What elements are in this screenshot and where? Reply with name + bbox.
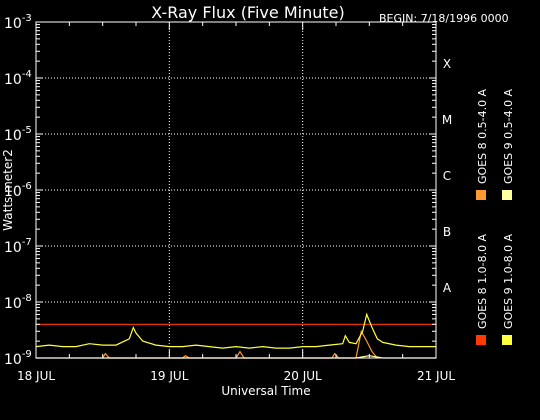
legend-label: GOES 8 0.5-4.0 A [476, 88, 489, 184]
x-tick-label: 18 JUL [17, 369, 55, 383]
y-tick-label: 10-6 [4, 181, 32, 200]
flare-class-label: B [443, 225, 451, 239]
x-tick-label: 19 JUL [150, 369, 188, 383]
x-axis-label: Universal Time [221, 384, 310, 398]
flare-class-label: C [443, 169, 451, 183]
legend-label: GOES 8 1.0-8.0 A [476, 233, 489, 329]
y-tick-label: 10-4 [4, 69, 32, 88]
flare-class-label: A [443, 281, 452, 295]
legend-swatch [502, 335, 512, 345]
legend-label: GOES 9 1.0-8.0 A [502, 233, 515, 329]
legend-swatch [476, 335, 486, 345]
series-line [35, 312, 436, 349]
y-tick-labels: 10-3 10-4 10-5 10-6 10-7 10-8 10-9 [4, 13, 32, 368]
y-axis-label: Watts meter2 [1, 149, 15, 231]
chart-title: X-Ray Flux (Five Minute) [151, 3, 344, 22]
flare-class-label: X [443, 57, 451, 71]
flare-class-labels: X M C B A [442, 57, 452, 295]
y-tick-label: 10-5 [4, 125, 32, 144]
grid-lines [36, 22, 436, 358]
legend-swatch [502, 190, 512, 200]
y-tick-label: 10-7 [4, 237, 32, 256]
legend-label: GOES 9 0.5-4.0 A [502, 88, 515, 184]
legend: GOES 8 1.0-8.0 A GOES 8 0.5-4.0 A GOES 9 1… [476, 88, 515, 345]
y-tick-label: 10-9 [4, 349, 32, 368]
y-tick-label: 10-8 [4, 293, 32, 312]
x-tick-labels: 18 JUL 19 JUL 20 JUL 21 JUL [17, 369, 455, 383]
x-tick-label: 20 JUL [284, 369, 322, 383]
x-tick-label: 21 JUL [417, 369, 455, 383]
legend-swatch [476, 190, 486, 200]
flare-class-label: M [442, 113, 452, 127]
begin-date-label: BEGIN: 7/18/1996 0000 [379, 12, 509, 25]
y-tick-label: 10-3 [4, 13, 32, 32]
tick-marks [35, 21, 437, 359]
